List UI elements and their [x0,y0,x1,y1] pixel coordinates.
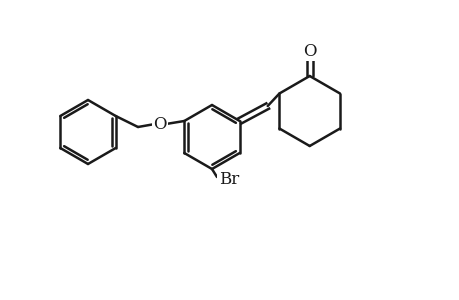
Text: O: O [153,116,166,133]
Text: O: O [302,43,316,59]
Text: Br: Br [218,172,239,188]
